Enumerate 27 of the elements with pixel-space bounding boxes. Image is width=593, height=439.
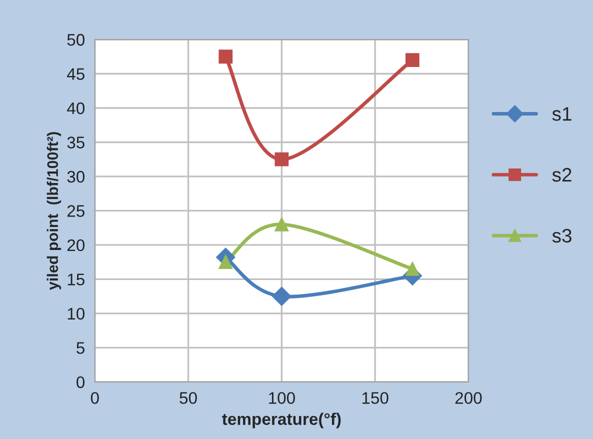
- y-tick-label: 35: [67, 136, 84, 148]
- y-tick-label: 30: [67, 170, 85, 183]
- y-tick-label: 25: [67, 205, 84, 217]
- y-tick-label: 10: [68, 308, 85, 320]
- x-tick-label: 100: [269, 392, 295, 404]
- x-tick-label: 50: [180, 392, 197, 404]
- y-tick-label: 20: [67, 239, 85, 252]
- y-tick-label: 40: [67, 102, 85, 114]
- x-axis-title: temperature(°f): [222, 412, 341, 428]
- y-tick-label: 50: [67, 34, 85, 46]
- x-tick-label: 150: [362, 392, 388, 404]
- y-tick-label: 0: [76, 376, 85, 388]
- x-tick-label: 0: [90, 392, 99, 404]
- y-tick-label: 45: [67, 68, 84, 80]
- point: [274, 152, 289, 166]
- legend-label: s1: [552, 107, 572, 121]
- point: [218, 50, 233, 64]
- point: [274, 217, 289, 232]
- legend-label: s3: [552, 228, 572, 243]
- point: [272, 286, 292, 306]
- point: [405, 262, 420, 276]
- legend-label: s2: [552, 168, 572, 182]
- y-tick-label: 5: [76, 342, 84, 354]
- y-tick-label: 15: [68, 274, 84, 286]
- x-tick-label: 200: [455, 392, 482, 404]
- point: [405, 53, 420, 67]
- y-axis-title: yiled point (lbf/100ft²): [46, 132, 62, 290]
